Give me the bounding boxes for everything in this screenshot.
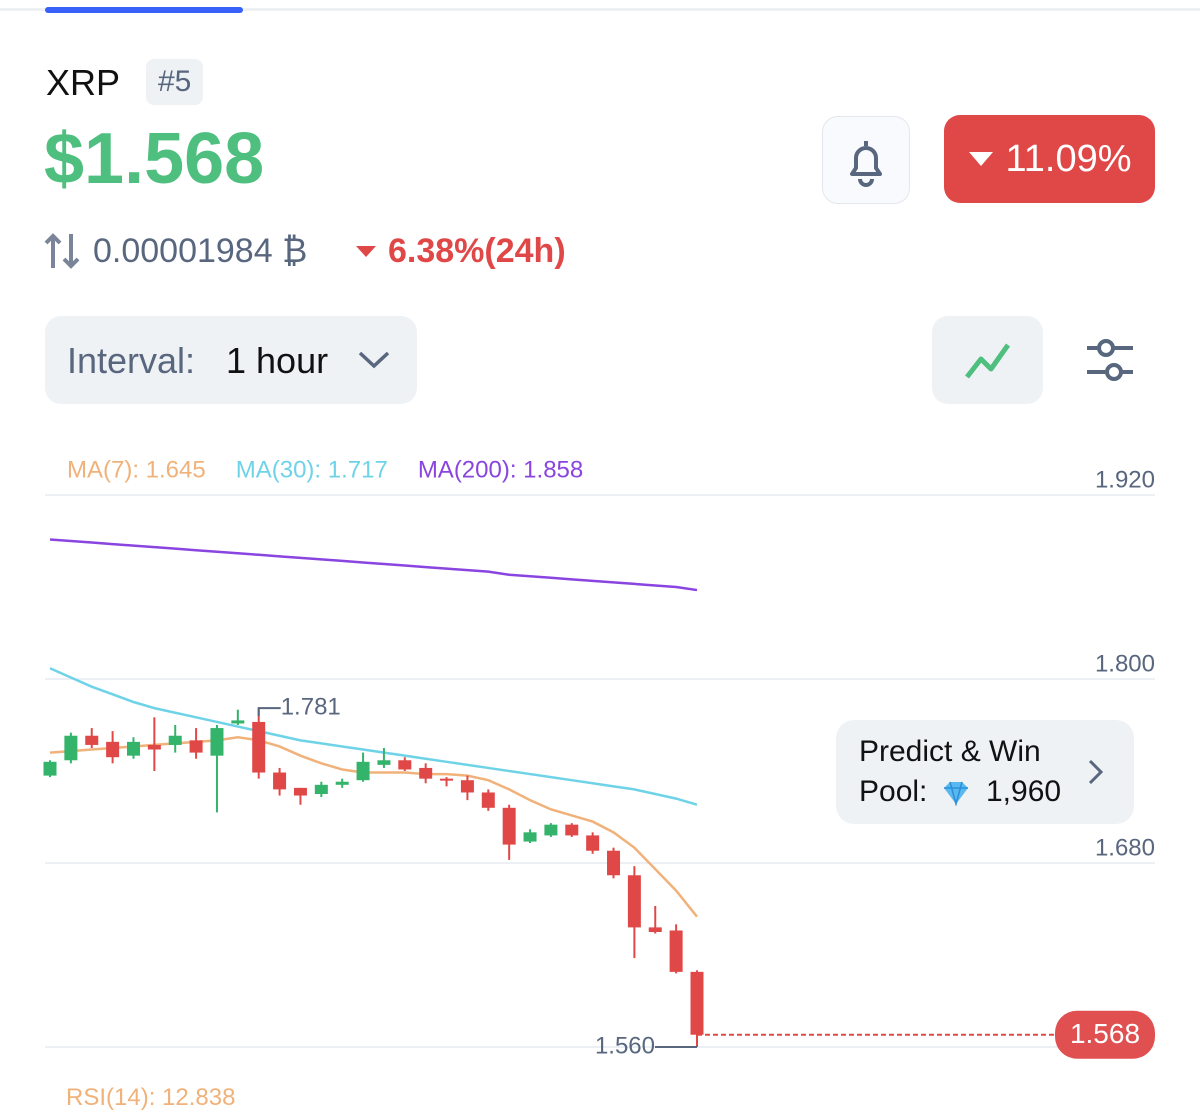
candle-body: [586, 835, 600, 851]
candle-body: [648, 927, 662, 932]
candle-body: [314, 784, 328, 794]
bell-icon: [850, 141, 882, 187]
candle-body: [293, 787, 307, 796]
candle-body: [147, 744, 161, 750]
candle-body: [481, 792, 495, 808]
last-price-label: 1.568: [1070, 1018, 1140, 1049]
candle-body: [126, 741, 140, 756]
pool-value: 1,960: [986, 775, 1062, 808]
y-tick-label: 1.800: [1095, 650, 1155, 677]
ma-legend: MA(30): 1.717: [236, 456, 388, 483]
ma-line: [49, 736, 698, 918]
candle-body: [189, 740, 203, 753]
interval-select[interactable]: Interval: 1 hour: [45, 316, 417, 404]
price: $1.568: [44, 119, 265, 199]
candle-body: [544, 824, 558, 836]
candle-body: [523, 832, 537, 842]
predict-card[interactable]: Predict & Win Pool: 1,960: [836, 720, 1134, 824]
y-tick-label: 1.680: [1095, 834, 1155, 861]
rsi-label: RSI(14): 12.838: [66, 1084, 236, 1111]
interval-label: Interval:: [67, 340, 196, 381]
candle-body: [627, 875, 641, 928]
pool-label: Pool:: [859, 775, 928, 808]
symbol: XRP: [46, 62, 121, 103]
change-badge: 11.09%: [944, 115, 1155, 203]
diamond-icon: [944, 781, 968, 806]
candle-body: [460, 780, 474, 793]
down-arrow: [356, 246, 376, 257]
candle-body: [252, 721, 266, 773]
btc-price: 0.00001984 ₿: [93, 232, 308, 270]
low-marker-label: 1.560: [595, 1032, 655, 1059]
candle-body: [335, 781, 349, 785]
predict-title: Predict & Win: [859, 735, 1041, 768]
ma-legend: MA(7): 1.645: [67, 456, 206, 483]
swap-icon: [44, 233, 80, 269]
last-price-tag: [1055, 1010, 1155, 1059]
candle-body: [356, 761, 370, 781]
candle-body: [565, 824, 579, 836]
tab-indicator: [45, 7, 243, 13]
candle-body: [502, 807, 516, 845]
candle-body: [231, 720, 245, 724]
line-icon: [965, 343, 1011, 379]
candle-body: [607, 850, 621, 876]
candle-body: [419, 767, 433, 779]
chart-type-button[interactable]: [932, 316, 1043, 404]
candle-body: [440, 778, 454, 781]
y-tick-label: 1.920: [1095, 466, 1155, 493]
candle-body: [690, 971, 704, 1035]
tab-bar: [0, 8, 1200, 11]
candle-body: [669, 930, 683, 972]
candle-body: [168, 735, 182, 745]
candle-body: [398, 760, 412, 770]
candle-body: [85, 735, 99, 745]
candle-body: [64, 735, 78, 761]
high-marker-line: [257, 707, 281, 717]
candle-body: [377, 760, 391, 765]
chevron-down: [358, 351, 390, 369]
change-value: 11.09%: [1005, 137, 1132, 180]
alert-button[interactable]: [822, 116, 910, 204]
candle-body: [210, 728, 224, 756]
ma-line: [49, 538, 698, 592]
candle-body: [106, 741, 120, 758]
ma-legend: MA(200): 1.858: [418, 456, 583, 483]
interval-value: 1 hour: [226, 340, 329, 381]
ma-line: [49, 667, 698, 806]
down-arrow: [969, 152, 994, 166]
rank: #5: [146, 59, 204, 105]
chevron-right: [1088, 759, 1104, 785]
high-marker-label: 1.781: [281, 693, 341, 720]
candle-body: [43, 761, 57, 776]
settings-icon[interactable]: [1082, 336, 1138, 386]
candle-body: [273, 772, 287, 790]
btc-change: 6.38%(24h): [388, 232, 566, 270]
